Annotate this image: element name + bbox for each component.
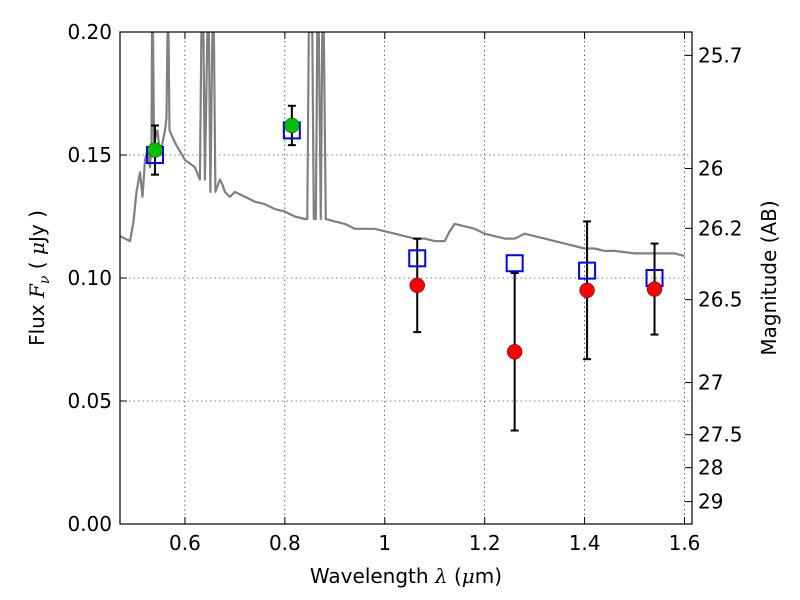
x-tick-label: 1.4: [569, 531, 601, 555]
observed-flux-point: [579, 282, 595, 298]
x-axis-title-prefix: Wavelength: [310, 564, 435, 588]
magnitude-tick-label: 27.5: [698, 423, 743, 447]
x-tick-label: 1.6: [669, 531, 701, 555]
x-axis-title: Wavelength λ (μm): [310, 564, 502, 588]
y-axis-title: Flux Fν ( μJy ): [25, 210, 53, 346]
magnitude-tick-label: 25.7: [698, 43, 743, 67]
y-axis-unit-mu: μ: [25, 242, 49, 255]
observed-flux-point: [409, 277, 425, 294]
optical-detection-point: [284, 117, 300, 134]
x-tick-label: 1: [378, 531, 391, 555]
series-layer: [120, 32, 685, 432]
y-tick-label: 0.10: [67, 266, 112, 290]
y-tick-label: 0.00: [67, 512, 112, 536]
y-tick-label: 0.20: [67, 20, 112, 44]
magnitude-tick-label: 26.5: [698, 288, 743, 312]
magnitude-tick-label: 29: [698, 490, 723, 514]
y-tick-labels: 0.00 0.05 0.10 0.15 0.20: [67, 20, 112, 536]
observed-flux-point: [506, 344, 523, 360]
magnitude-tick-labels: 25.7 26 26.2 26.5 27 27.5 28 29: [698, 43, 743, 513]
magnitude-tick-label: 26.2: [698, 216, 743, 240]
x-axis-unit-mu: μ: [462, 564, 475, 588]
x-tick-label: 1.2: [469, 531, 501, 555]
y-tick-label: 0.15: [67, 143, 112, 167]
y-tick-label: 0.05: [67, 389, 112, 413]
y-axis-subscript: ν: [37, 275, 53, 284]
x-tick-label: 0.8: [269, 531, 301, 555]
x-axis-symbol: λ: [434, 564, 448, 588]
y-axis-title-prefix: Flux: [25, 298, 49, 346]
x-tick-label: 0.6: [169, 531, 201, 555]
x-axis-unit-open: (: [448, 564, 462, 588]
model-band-square: [578, 261, 597, 280]
observed-flux-point: [646, 281, 663, 297]
model-band-square: [505, 254, 524, 273]
magnitude-tick-label: 26: [698, 157, 723, 181]
secondary-y-axis-title: Magnitude (AB): [757, 200, 781, 355]
y-axis-unit-open: (: [25, 255, 49, 276]
optical-detection-point: [147, 142, 163, 158]
tick-marks: [120, 31, 692, 525]
model-band-square: [408, 249, 427, 268]
magnitude-tick-label: 28: [698, 456, 723, 480]
y-axis-symbol: F: [25, 283, 49, 299]
magnitude-tick-label: 27: [698, 371, 723, 395]
y-axis-unit-close: Jy ): [25, 210, 49, 244]
x-axis-unit-close: m): [475, 564, 502, 588]
x-tick-labels: 0.6 0.8 1 1.2 1.4 1.6: [169, 531, 700, 555]
